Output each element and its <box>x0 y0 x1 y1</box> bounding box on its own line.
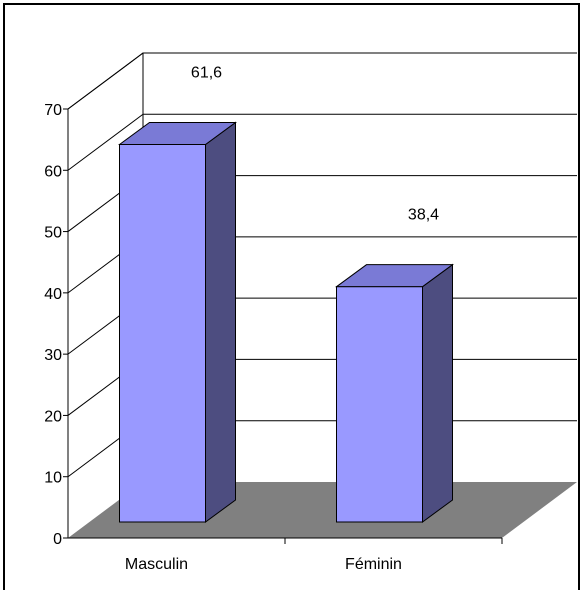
bar-side <box>422 263 453 523</box>
bar-top <box>117 121 238 145</box>
bar-side <box>205 121 236 523</box>
bar-front <box>119 143 206 523</box>
y-tick-labels: 0 10 20 30 40 50 60 70 <box>44 102 68 548</box>
bar-top <box>334 264 455 288</box>
bars <box>117 121 455 523</box>
data-labels: 61,6 38,4 <box>191 64 439 223</box>
bar <box>334 263 455 523</box>
y-tick-label: 20 <box>44 408 62 425</box>
bar-front <box>336 286 423 523</box>
y-tick-label: 10 <box>44 470 62 487</box>
y-tick-label: 60 <box>44 163 62 180</box>
category-labels: Masculin Féminin <box>125 556 402 573</box>
y-tick-label: 70 <box>44 102 62 119</box>
y-tick-label: 0 <box>53 531 62 548</box>
category-label: Masculin <box>125 556 188 573</box>
data-label: 61,6 <box>191 64 222 81</box>
category-label: Féminin <box>345 556 402 573</box>
axes <box>67 109 503 544</box>
bar <box>117 121 238 523</box>
y-tick-label: 40 <box>44 286 62 303</box>
y-tick-label: 30 <box>44 347 62 364</box>
data-label: 38,4 <box>408 207 439 224</box>
gridline-side <box>67 52 144 110</box>
gridline-side <box>67 113 144 171</box>
y-tick-label: 50 <box>44 225 62 242</box>
